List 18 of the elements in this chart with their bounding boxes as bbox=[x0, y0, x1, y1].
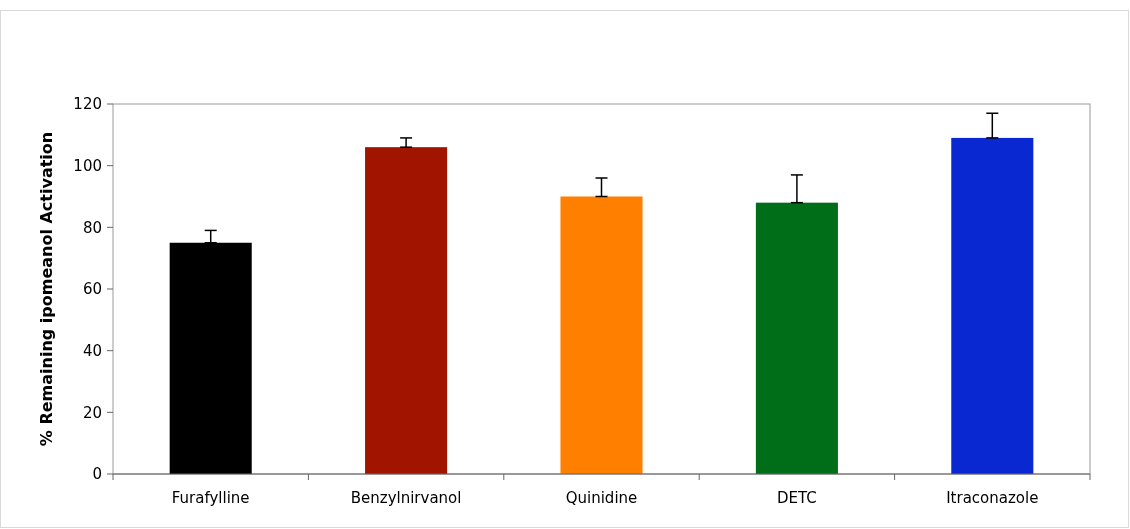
bar bbox=[365, 147, 448, 474]
bar bbox=[560, 196, 643, 474]
x-tick-label: Benzylnirvanol bbox=[350, 489, 462, 507]
x-tick-label: Furafylline bbox=[171, 489, 250, 507]
y-tick-label: 80 bbox=[82, 218, 102, 237]
x-tick-label: Itraconazole bbox=[946, 489, 1039, 507]
y-tick-label: 40 bbox=[82, 341, 102, 360]
y-tick-label: 100 bbox=[73, 156, 102, 175]
x-tick-label: DETC bbox=[777, 489, 817, 507]
y-tick-label: 60 bbox=[82, 280, 102, 299]
bar bbox=[169, 242, 252, 474]
bar bbox=[951, 137, 1034, 474]
bar bbox=[755, 202, 838, 474]
x-tick-label: Quinidine bbox=[565, 489, 638, 507]
y-tick-label: 120 bbox=[73, 95, 102, 114]
y-axis-title: % Remaining ipomeanol Activation bbox=[37, 131, 56, 447]
y-tick-label: 20 bbox=[82, 403, 102, 422]
y-tick-label: 0 bbox=[92, 465, 102, 484]
